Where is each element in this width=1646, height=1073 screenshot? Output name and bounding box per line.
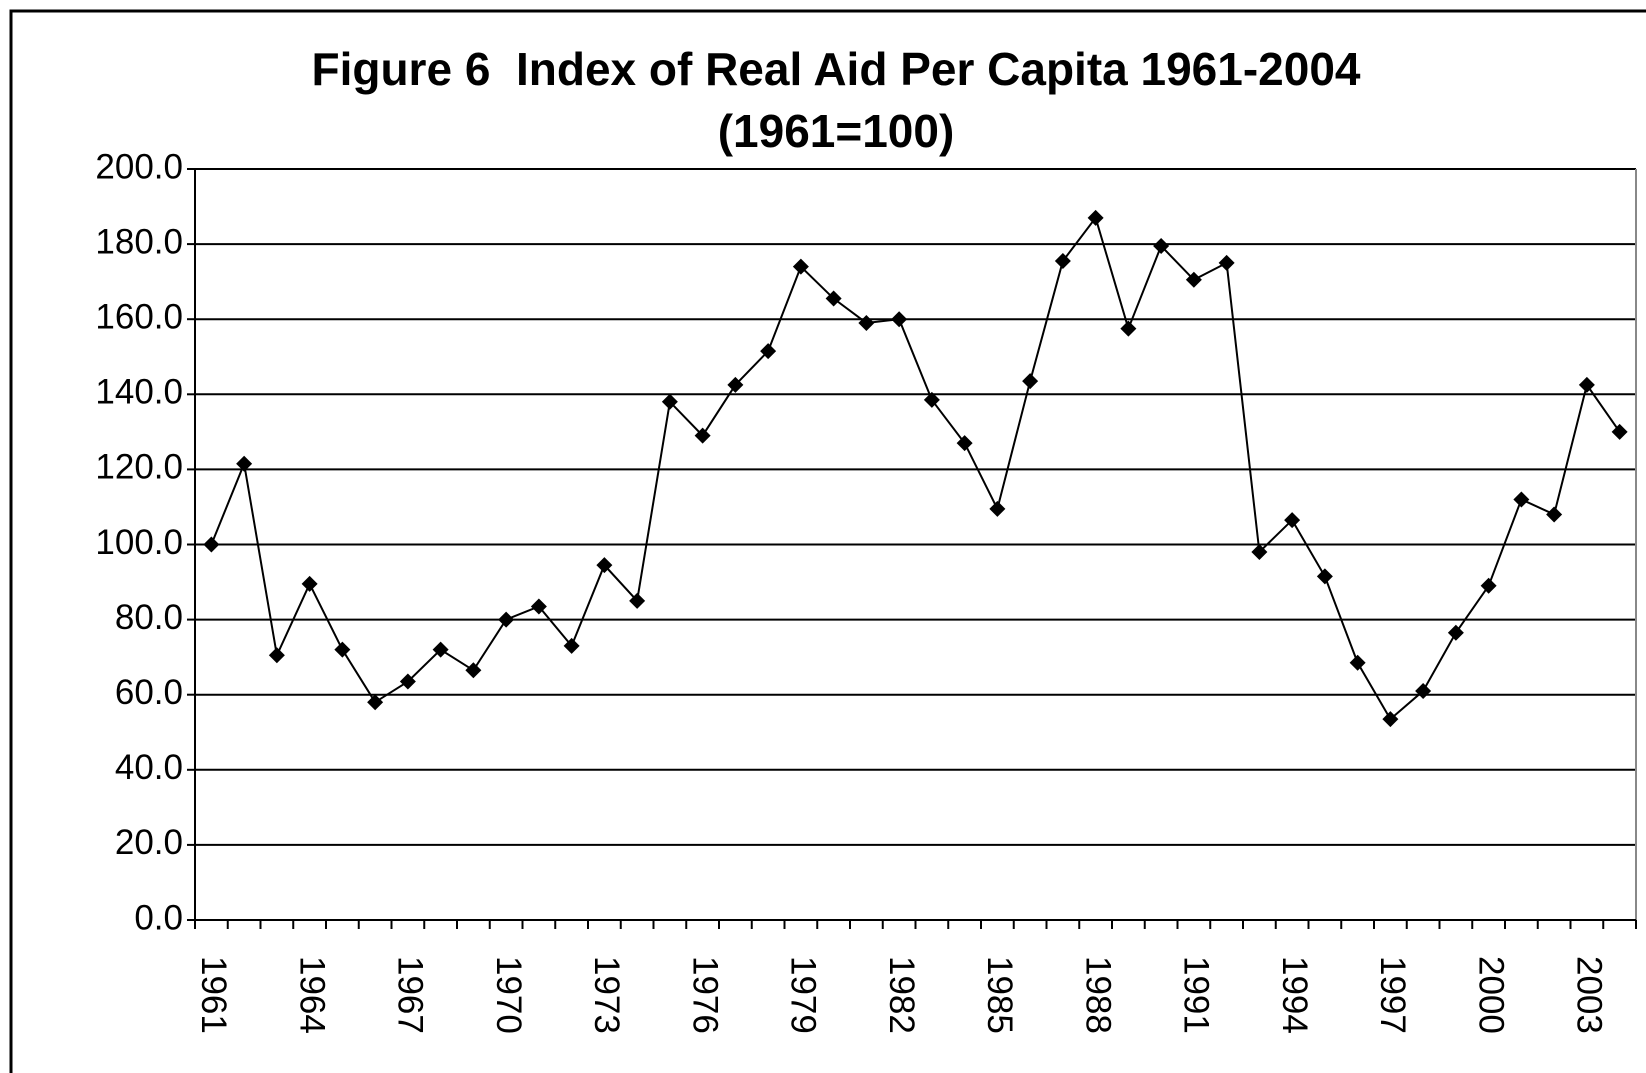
marker bbox=[1513, 491, 1530, 508]
marker bbox=[1382, 711, 1399, 728]
y-tick-label: 200.0 bbox=[95, 147, 183, 186]
marker bbox=[236, 455, 253, 472]
x-tick-label: 1964 bbox=[292, 956, 331, 1034]
marker bbox=[1578, 376, 1595, 393]
marker bbox=[1218, 254, 1235, 271]
marker bbox=[760, 343, 777, 360]
x-tick-label: 1994 bbox=[1275, 956, 1314, 1034]
y-tick-label: 120.0 bbox=[95, 448, 183, 487]
y-tick-label: 180.0 bbox=[95, 222, 183, 261]
marker bbox=[530, 598, 547, 615]
marker bbox=[1185, 271, 1202, 288]
marker bbox=[203, 536, 220, 553]
marker bbox=[661, 393, 678, 410]
marker bbox=[956, 435, 973, 452]
marker bbox=[301, 575, 318, 592]
x-tick-label: 1970 bbox=[489, 956, 528, 1034]
y-tick-label: 20.0 bbox=[115, 823, 183, 862]
x-tick-label: 1973 bbox=[587, 956, 626, 1034]
x-tick-label: 1976 bbox=[685, 956, 724, 1034]
x-tick-label: 1988 bbox=[1078, 956, 1117, 1034]
y-tick-label: 100.0 bbox=[95, 523, 183, 562]
marker bbox=[891, 311, 908, 328]
marker bbox=[268, 647, 285, 664]
y-tick-label: 60.0 bbox=[115, 673, 183, 712]
x-tick-label: 1982 bbox=[882, 956, 921, 1034]
chart-subtitle: (1961=100) bbox=[718, 105, 955, 157]
marker bbox=[1349, 654, 1366, 671]
x-tick-label: 1985 bbox=[980, 956, 1019, 1034]
y-tick-label: 140.0 bbox=[95, 373, 183, 412]
marker bbox=[1251, 544, 1268, 561]
marker bbox=[1022, 373, 1039, 390]
marker bbox=[1415, 682, 1432, 699]
marker bbox=[1611, 423, 1628, 440]
marker bbox=[825, 290, 842, 307]
marker bbox=[334, 641, 351, 658]
x-tick-label: 1991 bbox=[1177, 956, 1216, 1034]
x-tick-label: 1979 bbox=[784, 956, 823, 1034]
marker bbox=[727, 376, 744, 393]
marker bbox=[629, 592, 646, 609]
line bbox=[210, 215, 1621, 721]
marker bbox=[694, 427, 711, 444]
marker bbox=[1120, 320, 1137, 337]
marker bbox=[1054, 252, 1071, 269]
x-tick-label: 1961 bbox=[194, 956, 233, 1034]
y-tick-label: 40.0 bbox=[115, 748, 183, 787]
y-tick-label: 160.0 bbox=[95, 297, 183, 336]
marker bbox=[1316, 568, 1333, 585]
marker bbox=[596, 557, 613, 574]
marker bbox=[858, 314, 875, 331]
marker bbox=[1284, 512, 1301, 529]
marker bbox=[367, 694, 384, 711]
x-tick-label: 1967 bbox=[391, 956, 430, 1034]
marker bbox=[923, 391, 940, 408]
x-tick-label: 2000 bbox=[1471, 956, 1510, 1034]
marker bbox=[563, 637, 580, 654]
x-tick-label: 2003 bbox=[1570, 956, 1609, 1034]
chart-border bbox=[9, 9, 1646, 1073]
marker bbox=[1087, 209, 1104, 226]
marker bbox=[498, 611, 515, 628]
marker bbox=[989, 500, 1006, 517]
marker bbox=[465, 662, 482, 679]
y-tick-label: 80.0 bbox=[115, 598, 183, 637]
marker bbox=[399, 673, 416, 690]
x-tick-label: 1997 bbox=[1373, 956, 1412, 1034]
marker bbox=[1447, 624, 1464, 641]
marker bbox=[432, 641, 449, 658]
chart-title: Figure 6 Index of Real Aid Per Capita 19… bbox=[311, 43, 1360, 95]
marker bbox=[792, 258, 809, 275]
y-tick-label: 0.0 bbox=[134, 898, 183, 937]
marker bbox=[1153, 237, 1170, 254]
marker bbox=[1480, 577, 1497, 594]
marker bbox=[1546, 506, 1563, 523]
